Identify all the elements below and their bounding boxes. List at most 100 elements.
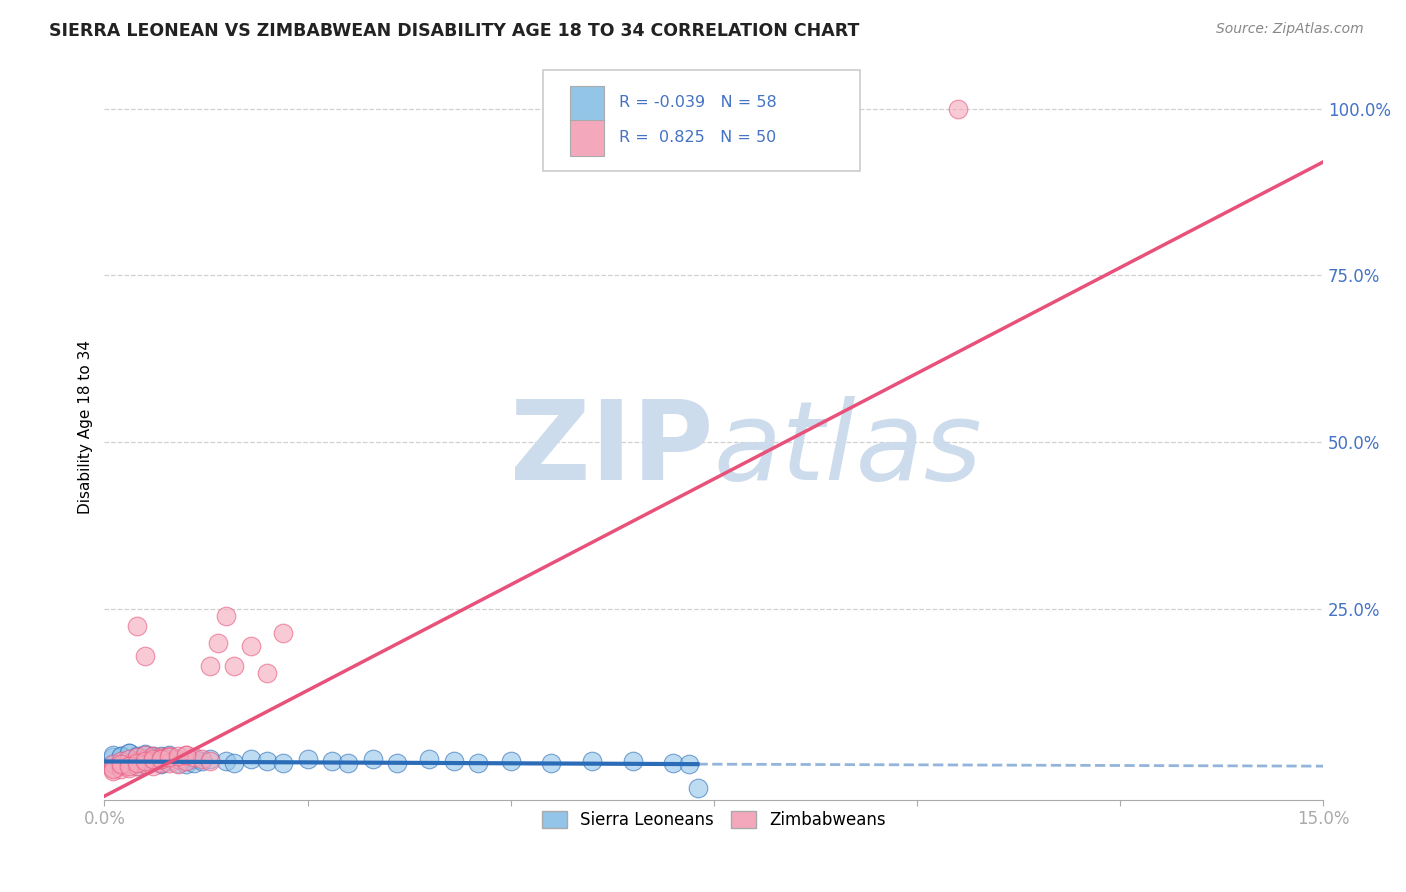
Text: atlas: atlas (714, 396, 983, 503)
Point (157, 750, 180, 764)
Point (215, 755, 238, 769)
Point (157, 752, 180, 766)
Point (118, 752, 141, 766)
Point (110, 749, 132, 764)
Point (150, 750, 173, 764)
Point (150, 752, 173, 766)
Point (150, 756, 173, 770)
Point (142, 749, 165, 764)
Point (678, 757, 700, 772)
Point (125, 755, 148, 769)
Point (183, 750, 205, 764)
Text: R =  0.825   N = 50: R = 0.825 N = 50 (619, 130, 776, 145)
Point (142, 755, 165, 769)
Point (271, 756, 294, 770)
Point (157, 756, 180, 770)
Point (499, 755, 522, 769)
Point (621, 755, 644, 769)
Point (110, 759, 132, 773)
Point (191, 752, 214, 766)
Point (118, 746, 141, 760)
Point (946, 102, 969, 116)
Point (101, 750, 124, 764)
FancyBboxPatch shape (543, 70, 860, 170)
Point (256, 665, 278, 680)
Point (118, 761, 141, 775)
Point (174, 747, 197, 762)
Point (166, 752, 188, 766)
Point (101, 747, 124, 762)
Point (166, 752, 188, 766)
Point (134, 747, 156, 761)
Point (134, 648, 156, 663)
Point (101, 757, 124, 772)
Point (191, 755, 214, 769)
Point (198, 659, 221, 673)
Point (150, 749, 173, 764)
Point (101, 756, 124, 770)
Point (150, 752, 173, 766)
Text: ZIP: ZIP (510, 396, 714, 503)
Point (125, 619, 148, 633)
Text: Source: ZipAtlas.com: Source: ZipAtlas.com (1216, 22, 1364, 37)
Point (110, 749, 132, 764)
Point (118, 757, 141, 772)
Point (125, 755, 148, 769)
Point (110, 755, 132, 769)
Point (134, 752, 156, 766)
Point (157, 755, 180, 769)
FancyBboxPatch shape (569, 87, 605, 122)
Point (125, 759, 148, 773)
Point (198, 752, 221, 766)
Point (686, 781, 709, 796)
Point (142, 749, 165, 764)
Point (166, 749, 188, 764)
Point (215, 609, 238, 624)
Point (166, 756, 188, 770)
Point (134, 747, 156, 762)
Point (118, 752, 141, 766)
Point (174, 757, 197, 772)
Point (174, 755, 197, 769)
Point (174, 747, 197, 762)
Point (337, 756, 360, 770)
Point (110, 757, 132, 772)
Point (118, 756, 141, 770)
Point (118, 746, 141, 760)
Point (662, 756, 685, 770)
Point (142, 750, 165, 764)
Point (271, 625, 294, 640)
Point (142, 755, 165, 769)
Point (418, 752, 440, 766)
Point (239, 752, 262, 766)
Point (239, 639, 262, 653)
Point (125, 756, 148, 770)
Point (150, 757, 173, 772)
Point (198, 755, 221, 769)
FancyBboxPatch shape (569, 120, 605, 155)
Point (110, 755, 132, 769)
Point (134, 757, 156, 772)
Point (142, 759, 165, 773)
Point (321, 755, 343, 769)
Point (125, 749, 148, 764)
Point (385, 756, 408, 770)
Point (157, 747, 180, 762)
Text: R = -0.039   N = 58: R = -0.039 N = 58 (619, 95, 776, 110)
Point (174, 755, 197, 769)
Point (134, 747, 156, 762)
Point (118, 759, 141, 773)
Point (224, 756, 246, 770)
Point (134, 755, 156, 769)
Point (110, 757, 132, 772)
Point (125, 750, 148, 764)
Point (183, 756, 205, 770)
Point (134, 757, 156, 772)
Point (183, 752, 205, 766)
Point (134, 752, 156, 766)
Point (101, 761, 124, 775)
Text: SIERRA LEONEAN VS ZIMBABWEAN DISABILITY AGE 18 TO 34 CORRELATION CHART: SIERRA LEONEAN VS ZIMBABWEAN DISABILITY … (49, 22, 859, 40)
Point (224, 659, 246, 673)
Point (297, 752, 319, 766)
Point (125, 759, 148, 773)
